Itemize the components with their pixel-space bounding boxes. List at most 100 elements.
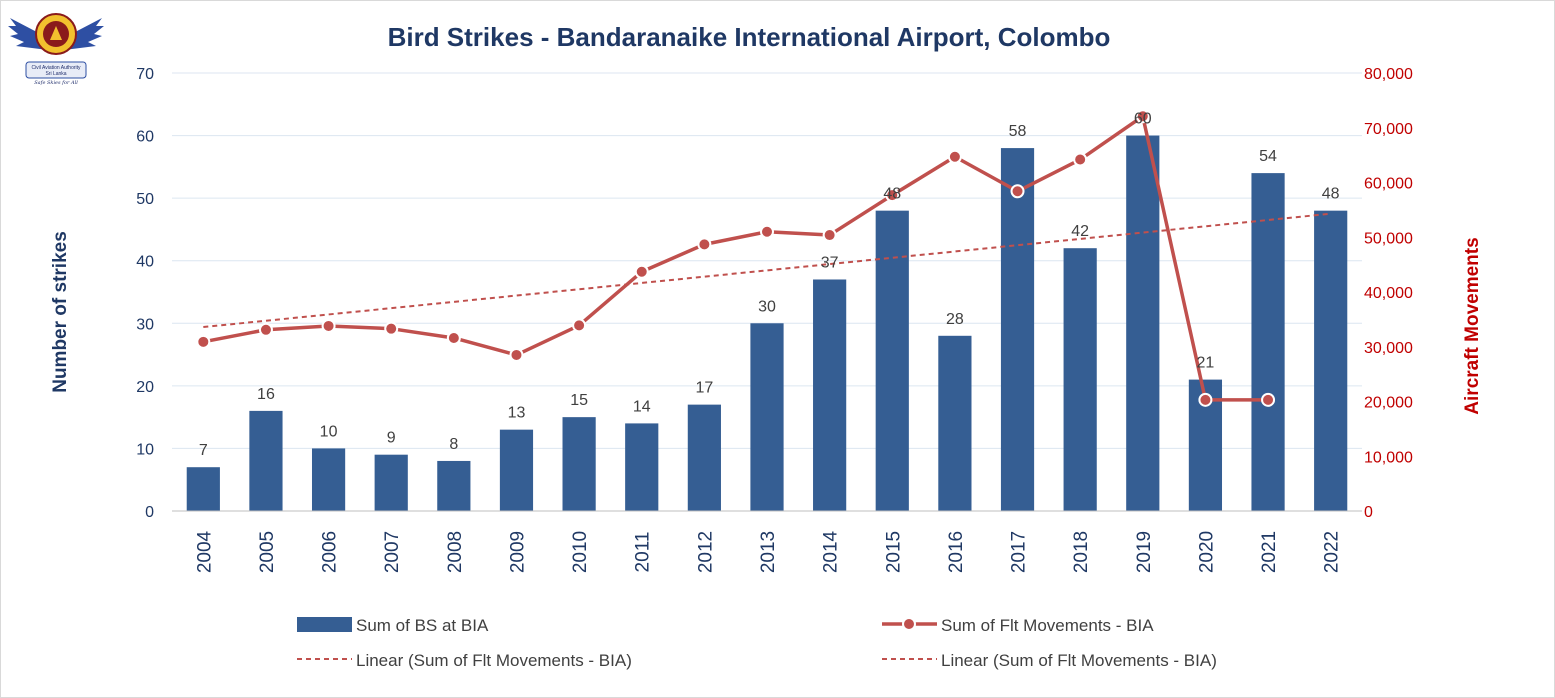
bar-data-label: 42 [1071,223,1089,240]
left-tick-label: 0 [145,504,154,521]
x-tick-label: 2015 [883,531,904,573]
right-tick-label: 50,000 [1364,230,1413,247]
x-tick-label: 2011 [633,532,654,573]
bar-data-label: 54 [1259,148,1277,165]
movements-point [822,228,837,243]
bar [1251,173,1285,511]
bar [687,404,721,511]
bar [499,429,534,511]
right-tick-label: 30,000 [1364,340,1413,357]
logo-line-1: Civil Aviation Authority [31,65,81,71]
movements-point [1073,152,1088,167]
movements-point [446,330,461,345]
movements-point [1198,392,1213,407]
bar-data-label: 21 [1197,355,1215,372]
x-tick-label: 2022 [1322,531,1343,573]
movements-point [1135,109,1150,124]
bar-data-label: 7 [199,442,208,459]
left-tick-label: 20 [136,379,154,396]
bar [1126,135,1160,512]
bar-data-label: 15 [570,392,588,409]
wings-emblem [8,13,104,79]
x-tick-label: 2016 [946,531,967,573]
bar [437,460,471,511]
bar-data-label: 13 [508,405,526,422]
bar [249,410,283,511]
legend-marker-swatch [902,617,916,631]
left-tick-label: 30 [136,316,154,333]
bar [750,323,784,511]
bar [311,448,346,511]
bar [186,467,220,511]
right-tick-label: 60,000 [1364,176,1413,193]
bar-data-label: 9 [387,430,396,447]
bar [875,210,909,511]
movements-point [384,321,399,336]
x-tick-label: 2004 [194,530,215,573]
x-tick-label: 2006 [320,531,341,573]
legend-label: Linear (Sum of Flt Movements - BIA) [356,651,632,670]
x-tick-label: 2020 [1196,531,1217,573]
x-tick-label: 2009 [507,531,528,573]
right-tick-label: 80,000 [1364,66,1413,83]
bar [938,335,972,511]
movements-point [509,347,524,362]
logo-motto: Safe Skies for All [34,80,78,86]
bar-data-label: 17 [695,380,713,397]
movements-point [1010,184,1025,199]
bar [1314,210,1348,511]
left-tick-label: 10 [136,441,154,458]
caa-logo: Civil Aviation Authority Sri Lanka [8,13,104,79]
bar-data-label: 48 [883,186,901,203]
bar [625,423,659,511]
x-tick-label: 2008 [445,531,466,573]
bar [374,454,408,511]
movements-point [258,322,273,337]
bar-data-label: 28 [946,311,964,328]
x-tick-label: 2013 [758,531,779,573]
left-tick-label: 40 [136,254,154,271]
left-tick-label: 60 [136,129,154,146]
right-tick-label: 0 [1364,504,1373,521]
bar-data-label: 37 [821,254,839,271]
bar-data-label: 58 [1009,123,1027,140]
movements-line [202,114,1269,402]
x-tick-label: 2014 [821,530,842,573]
x-tick-label: 2018 [1071,531,1092,573]
right-tick-label: 10,000 [1364,449,1413,466]
legend-label: Linear (Sum of Flt Movements - BIA) [941,651,1217,670]
bar-data-label: 10 [320,423,338,440]
movements-point [697,237,712,252]
x-tick-label: 2005 [257,531,278,573]
left-tick-label: 70 [136,66,154,83]
legend-bar-swatch [297,617,352,632]
y-axis-title: Number of strikes [50,231,71,393]
movements-point [760,224,774,239]
right-tick-label: 70,000 [1364,121,1413,138]
movements-point [885,188,900,203]
movements-point [634,264,649,279]
legend-label: Sum of BS at BIA [356,616,489,635]
bar-data-label: 60 [1134,111,1152,128]
chart-title: Bird Strikes - Bandaranaike Internationa… [388,22,1111,52]
movements-point [321,318,336,333]
movements-point [196,334,211,349]
x-tick-label: 2021 [1259,531,1280,573]
x-tick-label: 2007 [382,531,403,573]
x-tick-label: 2012 [695,531,716,573]
left-tick-label: 50 [136,191,154,208]
movements-point [1261,392,1276,407]
bar-data-label: 16 [257,386,275,403]
movements-point [572,318,587,333]
bar-data-label: 8 [449,436,458,453]
bar-data-label: 14 [633,398,651,415]
bar [1063,248,1097,511]
x-tick-label: 2017 [1009,531,1030,573]
y2-axis-title: Aircraft Movements [1462,237,1483,414]
bar [562,417,596,511]
bar [813,279,847,511]
x-tick-label: 2019 [1134,531,1155,573]
legend-label: Sum of Flt Movements - BIA [941,616,1154,635]
bar [1000,148,1035,512]
